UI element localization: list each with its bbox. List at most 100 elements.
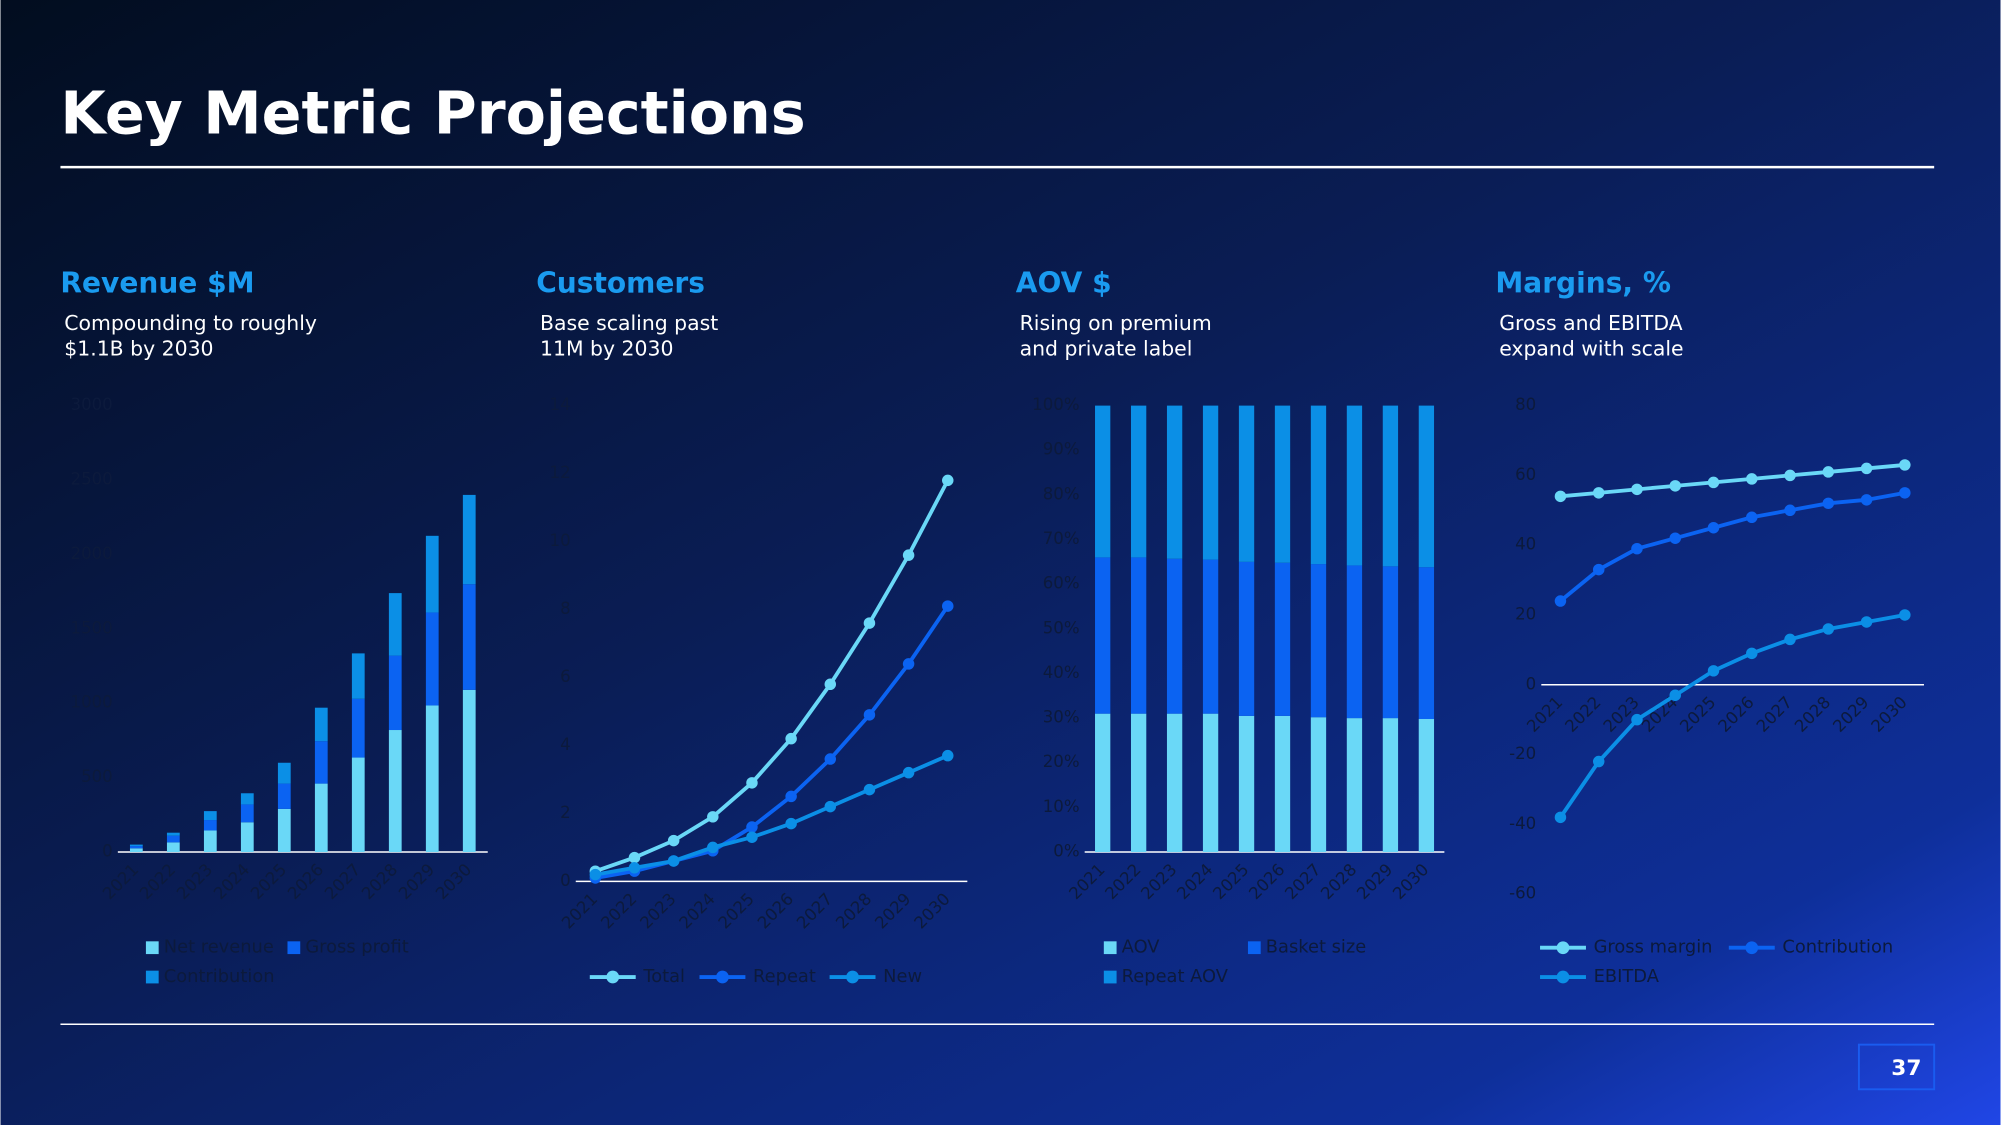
point (1784, 633, 1796, 646)
legend-swatch (1556, 941, 1570, 955)
legend-label: Repeat (753, 966, 816, 987)
y-tick-label: 20 (1515, 604, 1536, 623)
point (1631, 542, 1643, 555)
legend-swatch (716, 970, 729, 984)
bar-segment (1418, 567, 1435, 720)
y-tick-label: 0 (1526, 674, 1537, 693)
point (1899, 609, 1911, 621)
bar-segment (388, 593, 402, 656)
bar-segment (1346, 565, 1363, 719)
bar-segment (1130, 557, 1147, 714)
bar-segment (425, 535, 439, 613)
bar-segment (277, 783, 291, 809)
bar-segment (277, 808, 291, 853)
y-tick-label: 2500 (71, 470, 113, 489)
y-tick-label: 3000 (71, 395, 113, 414)
y-tick-label: 80 (1515, 395, 1536, 414)
page-number: 37 (1891, 1056, 1921, 1081)
point (902, 658, 915, 670)
bar-segment (1418, 719, 1435, 853)
legend-swatch (1247, 941, 1261, 955)
point (667, 834, 680, 847)
bar-segment (1238, 405, 1255, 562)
point (707, 841, 719, 854)
bar-segment (388, 730, 402, 853)
bar-segment (240, 822, 254, 853)
line (1559, 490, 1906, 603)
point (863, 617, 876, 629)
bar-segment (462, 494, 476, 585)
bar-segment (129, 846, 143, 849)
point (1822, 466, 1835, 478)
y-tick-label: 40 (1515, 535, 1536, 554)
chart-subtitle: Rising on premium (1020, 311, 1212, 335)
bar-segment (1310, 564, 1327, 718)
legend-label: Contribution (1782, 937, 1893, 958)
bar-segment (240, 793, 254, 805)
y-tick-label: 1000 (71, 693, 113, 712)
y-tick-label: 2 (560, 803, 571, 822)
y-tick-label: 14 (550, 395, 571, 414)
point (824, 800, 837, 813)
y-tick-label: 50% (1043, 618, 1080, 637)
bar-segment (1202, 713, 1219, 853)
bar-segment (314, 707, 328, 742)
legend-label: AOV (1122, 937, 1161, 958)
legend-swatch (287, 941, 301, 955)
bar-segment (1310, 405, 1327, 565)
chart-subtitle: Compounding to roughly (64, 311, 317, 335)
bar-segment (166, 842, 180, 853)
point (1707, 522, 1720, 534)
legend-label: New (883, 966, 922, 987)
bar-segment (351, 653, 365, 699)
point (1822, 623, 1835, 635)
bar-segment (388, 655, 402, 731)
legend-swatch (1556, 970, 1570, 984)
bar-segment (314, 741, 328, 784)
y-tick-label: 10% (1043, 797, 1080, 816)
y-tick-label: 0 (560, 871, 571, 890)
y-tick-label: 20% (1043, 752, 1080, 771)
page-number-box (1857, 1043, 1936, 1091)
slide-title: Key Metric Projections (60, 79, 805, 147)
chart-title: Revenue $M (60, 266, 254, 299)
point (628, 851, 641, 864)
point (1592, 487, 1605, 499)
bar-segment (1418, 405, 1435, 568)
point (942, 749, 954, 762)
chart-subtitle: $1.1B by 2030 (64, 336, 213, 360)
bar-segment (203, 811, 217, 821)
bar-segment (1238, 561, 1255, 716)
point (1746, 647, 1758, 660)
point (824, 753, 837, 765)
point (942, 600, 954, 612)
point (942, 474, 954, 487)
legend-label: Contribution (164, 966, 275, 987)
y-tick-label: -40 (1509, 814, 1536, 833)
point (1746, 473, 1758, 485)
y-tick-label: 80% (1043, 484, 1080, 503)
line (1558, 613, 1906, 819)
point (1746, 511, 1758, 524)
point (1707, 476, 1720, 489)
chart-title: Margins, % (1495, 266, 1671, 299)
point (1631, 713, 1643, 726)
point (785, 817, 797, 830)
bar-segment (1130, 713, 1147, 853)
point (1669, 689, 1681, 701)
bar-segment (166, 832, 180, 836)
bar-segment (129, 844, 143, 847)
bar-segment (1166, 558, 1183, 714)
legend-label: Repeat AOV (1122, 966, 1229, 987)
legend-swatch (1103, 941, 1117, 955)
point (863, 783, 876, 796)
chart-subtitle: and private label (1020, 336, 1193, 360)
bar-segment (1274, 405, 1291, 563)
point (1592, 563, 1605, 576)
legend-swatch (1745, 941, 1759, 955)
y-tick-label: 90% (1043, 440, 1080, 459)
point (589, 868, 602, 881)
bar-segment (1274, 562, 1291, 716)
